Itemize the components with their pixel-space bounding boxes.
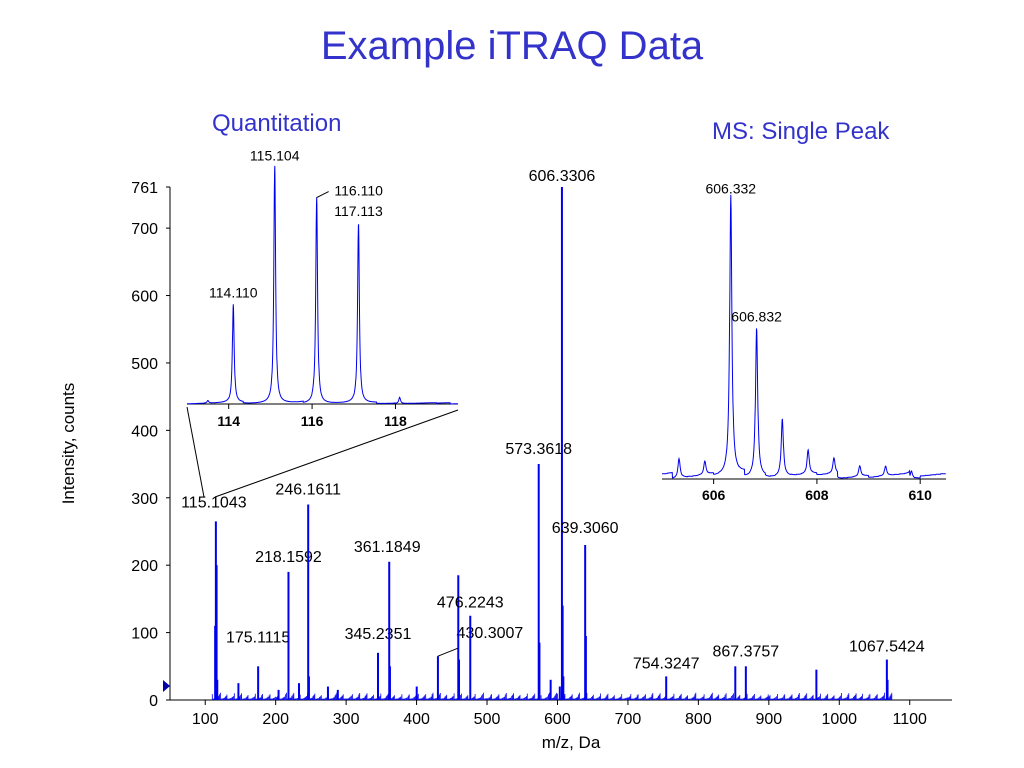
main-peak-label: 246.1611: [275, 482, 341, 499]
main-x-tick-label: 500: [474, 711, 501, 728]
main-y-tick-label: 200: [131, 558, 158, 575]
main-x-tick-label: 900: [755, 711, 782, 728]
main-y-tick-label: 700: [131, 221, 158, 238]
quantitation-peak-label: 115.104: [250, 147, 300, 163]
quantitation-inset-bg: [187, 150, 458, 404]
main-peak-label: 573.3618: [505, 441, 572, 458]
zoom-line-right: [214, 409, 459, 498]
peak-leader-line: [437, 647, 459, 657]
quantitation-peak-label: 114.110: [209, 284, 258, 300]
main-x-tick-label: 400: [403, 711, 430, 728]
main-y-label: Intensity, counts: [59, 383, 78, 505]
single-peak-label: MS: Single Peak: [712, 118, 890, 145]
single-peak-x-tick-label: 608: [805, 487, 829, 503]
inset-leader-line: [316, 191, 329, 198]
main-x-tick-label: 1000: [821, 711, 857, 728]
main-y-tick-label: 400: [131, 423, 158, 440]
main-peak-label: 115.1043: [181, 494, 247, 511]
single-peak-x-tick-label: 610: [909, 487, 933, 503]
single-peak-x-tick-label: 606: [702, 487, 726, 503]
zoom-line-left: [186, 406, 205, 498]
quantitation-label: Quantitation: [212, 110, 342, 137]
main-x-tick-label: 800: [685, 711, 712, 728]
main-x-tick-label: 600: [544, 711, 571, 728]
main-x-tick-label: 200: [262, 711, 289, 728]
quantitation-x-tick-label: 116: [301, 413, 324, 429]
single-peak-profile: [662, 194, 946, 479]
single-peak-label: 606.332: [705, 181, 756, 197]
main-peak-label: 639.3060: [552, 520, 619, 537]
single-peak-label: 606.832: [731, 309, 782, 325]
main-x-label: m/z, Da: [542, 733, 601, 752]
axis-marker-icon: [163, 680, 170, 692]
main-y-tick-label: 300: [131, 491, 158, 508]
main-y-tick-label: 0: [149, 693, 158, 710]
main-peak-label: 1067.5424: [849, 639, 925, 656]
main-x-tick-label: 1100: [893, 711, 928, 728]
main-peak-label: 175.1115: [226, 629, 290, 646]
main-peak-label: 606.3306: [529, 168, 596, 185]
main-peak-label: 361.1849: [354, 539, 421, 556]
main-x-tick-label: 300: [333, 711, 360, 728]
slide-title: Example iTRAQ Data: [320, 24, 704, 68]
quantitation-peak-label: 116.110: [334, 183, 383, 199]
main-peak-label: 345.2351: [345, 626, 412, 643]
main-x-tick-label: 700: [615, 711, 642, 728]
quantitation-profile: [187, 165, 459, 405]
baseline-noise: [211, 692, 893, 700]
main-y-tick-label: 600: [131, 289, 158, 306]
main-peak-label: 754.3247: [633, 655, 700, 672]
quantitation-x-tick-label: 114: [217, 413, 240, 429]
main-x-tick-label: 100: [192, 711, 219, 728]
main-peak-label: 430.3007: [457, 625, 524, 642]
main-y-tick-label: 100: [131, 626, 158, 643]
main-peak-label: 867.3757: [712, 643, 779, 660]
quantitation-x-tick-label: 118: [384, 413, 407, 429]
main-peak-label: 476.2243: [437, 595, 504, 612]
single-peak-inset-bg: [662, 180, 946, 479]
main-peak-label: 218.1592: [255, 549, 322, 566]
main-y-tick-label: 761: [131, 180, 158, 197]
quantitation-peak-label: 117.113: [334, 203, 383, 219]
main-y-tick-label: 500: [131, 356, 158, 373]
